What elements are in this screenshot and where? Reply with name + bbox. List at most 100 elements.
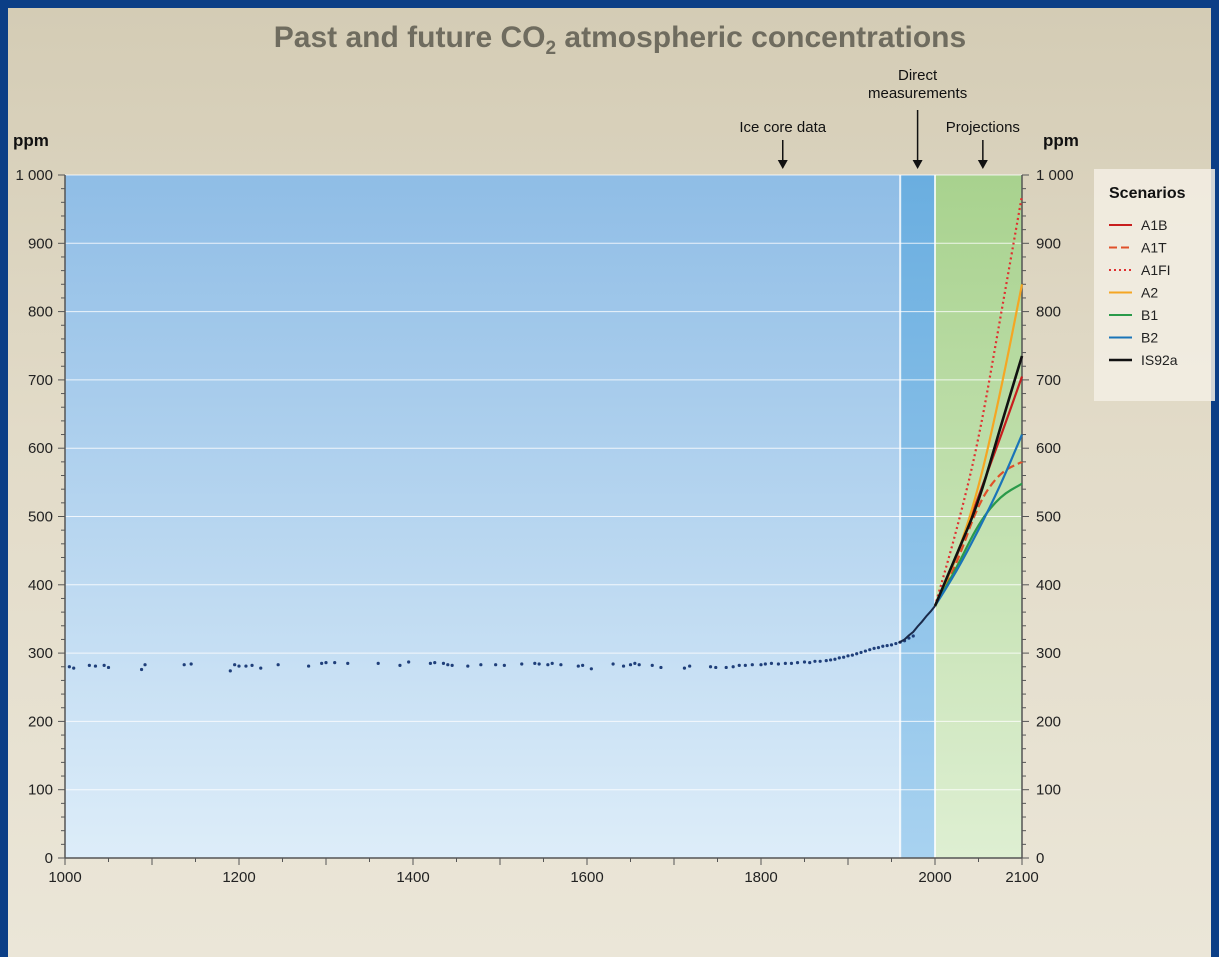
ice-core-point (446, 663, 450, 667)
ice-core-point (808, 661, 812, 665)
ice-core-point (628, 663, 633, 667)
legend-label-a1t: A1T (1141, 240, 1167, 256)
legend-box (1094, 169, 1215, 401)
annotation-arrowhead-1 (912, 160, 923, 169)
ice-core-point (276, 663, 280, 667)
ice-core-point (502, 663, 506, 667)
ice-core-point (228, 669, 232, 673)
x-tick-label: 1200 (222, 869, 255, 886)
ice-core-point (682, 666, 687, 670)
ice-core-point (872, 646, 876, 650)
ice-core-point (533, 661, 537, 665)
y-tick-label-left: 900 (28, 235, 53, 252)
ice-core-point (182, 663, 186, 667)
ice-core-point (67, 665, 71, 669)
ice-core-points (67, 634, 915, 673)
annotation-2: Projections (946, 119, 1020, 136)
ice-core-point (346, 661, 350, 665)
y-tick-label-right: 0 (1036, 850, 1044, 867)
legend-label-is92a: IS92a (1141, 352, 1178, 368)
chart-title-rest: atmospheric concentrations (556, 21, 966, 54)
ice-core-point (559, 663, 563, 667)
y-tick-label-left: 100 (28, 782, 53, 799)
ice-core-point (546, 663, 550, 667)
y-tick-label-left: 300 (28, 645, 53, 662)
annotation-1-line-1: measurements (868, 85, 967, 102)
ice-core-point (855, 652, 859, 656)
ice-core-point (143, 663, 147, 667)
ice-core-point (520, 662, 524, 666)
ice-core-point (876, 646, 881, 650)
annotation-0: Ice core data (739, 119, 826, 136)
ice-core-point (829, 658, 833, 662)
ice-core-point (813, 659, 817, 663)
chart-title: Past and future CO2 atmospheric concentr… (274, 21, 966, 59)
ice-core-point (537, 662, 541, 666)
ice-core-point (450, 663, 454, 667)
ice-core-point (233, 663, 237, 667)
ice-core-point (824, 659, 828, 663)
y-tick-label-left: 400 (28, 577, 53, 594)
ice-core-point (433, 661, 437, 665)
ice-core-point (581, 663, 585, 667)
y-tick-label-right: 500 (1036, 509, 1061, 526)
ice-core-point (398, 663, 402, 667)
ice-core-point (576, 664, 580, 668)
ice-core-point (637, 663, 641, 667)
ice-core-point (737, 663, 741, 667)
y-tick-label-left: 700 (28, 372, 53, 389)
ice-core-point (189, 662, 193, 666)
ice-core-point (259, 666, 263, 670)
ice-core-point (743, 663, 747, 667)
ice-core-point (621, 664, 626, 668)
x-tick-label: 1600 (570, 869, 603, 886)
ice-core-point (789, 661, 794, 665)
legend-label-a2: A2 (1141, 285, 1158, 301)
ice-core-point (842, 655, 846, 659)
ice-core-point (795, 661, 800, 665)
ice-core-point (750, 663, 754, 667)
ice-core-point (885, 643, 889, 648)
ice-core-point (324, 661, 328, 665)
y-tick-label-right: 400 (1036, 577, 1061, 594)
y-tick-label-right: 700 (1036, 372, 1061, 389)
scenario-series (933, 195, 1024, 607)
ice-core-point (776, 662, 781, 666)
legend: Scenarios A1B A1T A1FI A2 B1 B2 IS92a (1094, 169, 1215, 401)
ice-core-point (87, 663, 91, 667)
x-tick-label: 2000 (918, 869, 951, 886)
y-tick-label-right: 1 000 (1036, 167, 1074, 184)
ice-core-point (494, 663, 498, 667)
ice-core-point (611, 662, 615, 666)
y-axis-unit-left: ppm (13, 131, 49, 150)
y-tick-label-right: 600 (1036, 440, 1061, 457)
ice-core-point (769, 661, 774, 665)
ice-core-point (714, 665, 718, 670)
direct-measurement-path (897, 605, 936, 644)
ice-core-point (759, 663, 763, 667)
annotation-arrowhead-2 (977, 160, 988, 169)
ice-core-point (106, 665, 111, 670)
y-tick-label-right: 200 (1036, 713, 1061, 730)
ice-core-point (802, 660, 807, 664)
y-tick-label-left: 800 (28, 304, 53, 321)
legend-label-b2: B2 (1141, 330, 1158, 346)
ice-core-point (894, 641, 898, 646)
series-line-a1t (934, 460, 1024, 607)
ice-core-point (244, 664, 248, 668)
y-tick-label-left: 1 000 (15, 167, 53, 184)
ice-core-point (633, 661, 637, 665)
ice-core-point (881, 644, 885, 648)
ice-core-point (320, 661, 324, 665)
ice-core-point (250, 663, 254, 667)
gridlines (65, 174, 1022, 791)
annotation-arrowhead-0 (777, 160, 788, 169)
y-tick-label-right: 900 (1036, 235, 1061, 252)
ice-core-point (846, 654, 850, 658)
legend-label-a1fi: A1FI (1141, 262, 1171, 278)
ice-core-point (93, 664, 98, 668)
ice-core-point (783, 661, 787, 665)
x-tick-label: 1400 (396, 869, 429, 886)
ice-core-point (837, 656, 841, 660)
